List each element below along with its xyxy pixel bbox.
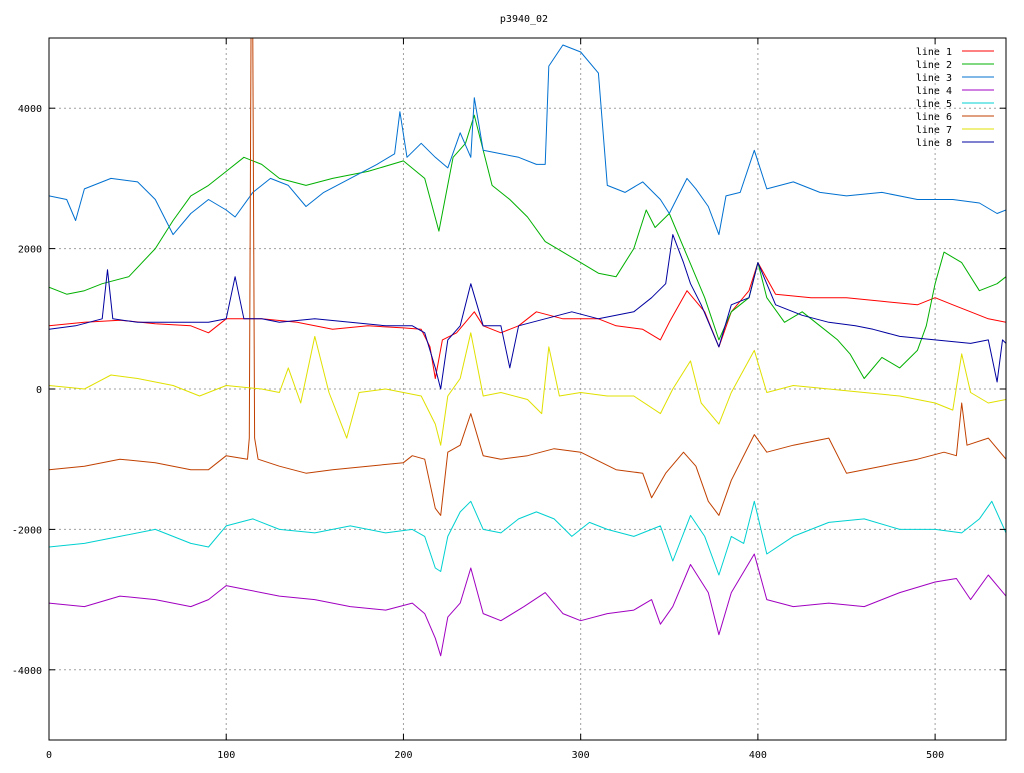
y-tick-label: 2000 <box>18 245 42 256</box>
legend-label: line 7 <box>916 125 952 136</box>
legend-label: line 2 <box>916 60 952 71</box>
legend-label: line 1 <box>916 47 952 58</box>
x-tick-label: 100 <box>217 750 235 761</box>
legend-label: line 3 <box>916 73 952 84</box>
x-tick-label: 200 <box>394 750 412 761</box>
x-tick-label: 0 <box>46 750 52 761</box>
legend-label: line 5 <box>916 99 952 110</box>
series-line-1 <box>49 262 1006 379</box>
x-tick-label: 400 <box>749 750 767 761</box>
legend-label: line 8 <box>916 138 952 149</box>
y-tick-label: 0 <box>36 385 42 396</box>
series-line-5 <box>49 500 1006 576</box>
x-tick-label: 300 <box>572 750 590 761</box>
grid-layer <box>49 38 1006 740</box>
legend: line 1 line 2 line 3 line 4 line 5 line 6 line… <box>916 47 994 149</box>
y-tick-label: 4000 <box>18 104 42 115</box>
legend-label: line 4 <box>916 86 952 97</box>
series-line-2 <box>49 114 1006 379</box>
y-tick-label: -4000 <box>12 666 42 677</box>
series-line-7 <box>49 332 1006 446</box>
x-tick-label: 500 <box>926 750 944 761</box>
series-layer <box>49 38 1006 657</box>
series-line-8 <box>49 234 1006 390</box>
series-line-3 <box>49 44 1006 236</box>
chart-title: p3940_02 <box>500 14 548 25</box>
series-line-4 <box>49 553 1006 657</box>
series-line-6 <box>49 38 1006 516</box>
y-tick-label: -2000 <box>12 525 42 536</box>
legend-label: line 6 <box>916 112 952 123</box>
tick-layer: 0 100 200 300 400 500 -4000 -2000 0 2000 4000 <box>12 38 1006 761</box>
